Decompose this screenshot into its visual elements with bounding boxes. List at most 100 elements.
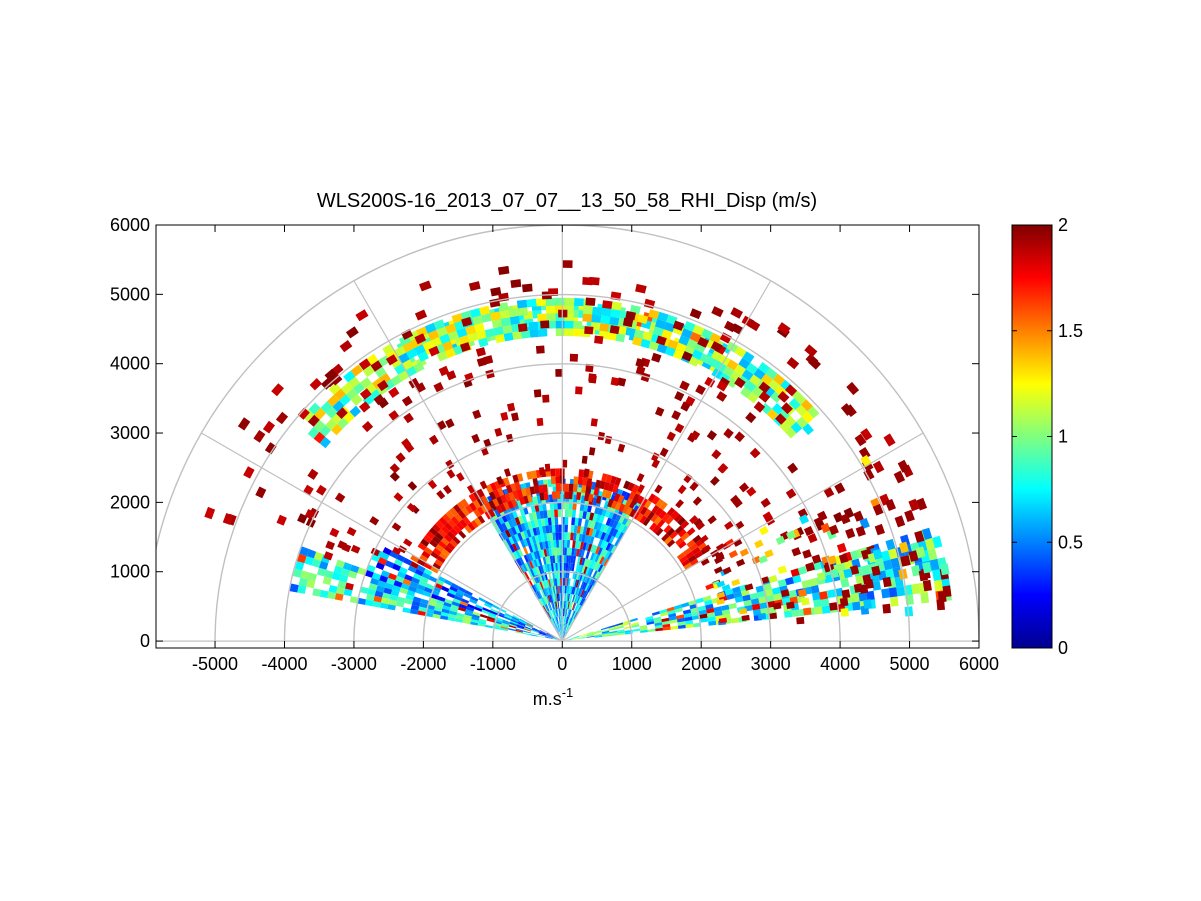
radar-cell — [496, 476, 504, 485]
radar-cell — [698, 542, 707, 551]
radar-cell — [555, 609, 558, 617]
radar-cell — [517, 532, 523, 541]
radar-cell — [594, 554, 600, 563]
radar-cell — [538, 565, 543, 574]
x-axis-ticks: -5000 -4000 -3000 -2000 -1000 0 1000 2000 3000 40… — [192, 225, 999, 674]
radar-cell — [430, 337, 443, 348]
colorbar-tick-label: 1.5 — [1058, 321, 1083, 341]
radar-cell — [833, 512, 844, 523]
radar-cell — [566, 593, 569, 602]
radar-cell — [689, 481, 699, 492]
radar-cell — [222, 513, 234, 525]
radar-cell — [438, 540, 447, 549]
radar-cell — [525, 624, 533, 629]
radar-cell — [544, 580, 549, 588]
radar-cell — [392, 585, 401, 592]
radar-cell — [392, 546, 402, 555]
radar-cell — [380, 597, 390, 605]
radar-cell — [609, 633, 618, 637]
radar-cell — [567, 609, 571, 617]
radar-cell — [578, 469, 584, 478]
radar-cell — [373, 394, 385, 406]
radar-cell — [885, 498, 896, 511]
radar-cell — [334, 492, 346, 503]
radar-cell — [574, 517, 579, 526]
radar-cell — [601, 629, 610, 633]
radar-cell — [423, 534, 432, 544]
radar-cell — [470, 621, 479, 626]
radar-cell — [766, 408, 779, 421]
radar-cell — [855, 575, 865, 585]
radar-cell — [497, 302, 509, 312]
radar-cell — [532, 496, 539, 505]
radar-cell — [530, 520, 536, 529]
radar-cell — [574, 603, 579, 612]
radar-cell — [556, 601, 559, 609]
radar-cell — [668, 612, 677, 618]
radar-cell — [564, 539, 568, 548]
radar-cell — [577, 564, 582, 573]
radar-cell — [565, 616, 568, 625]
radar-cell — [374, 590, 384, 598]
radar-cell — [421, 550, 431, 559]
radar-cell — [871, 565, 881, 576]
radar-cell — [554, 586, 557, 594]
radar-cell — [403, 538, 413, 547]
radar-cell — [522, 563, 528, 572]
radar-cell — [340, 568, 351, 577]
radar-cell — [666, 539, 676, 548]
radar-cell — [545, 636, 553, 639]
radar-cell — [539, 541, 544, 550]
radar-cell — [449, 539, 458, 548]
radar-cell — [555, 616, 559, 625]
radar-cell — [765, 367, 778, 380]
y-tick-label: 1000 — [110, 562, 150, 582]
radar-cell — [520, 330, 531, 339]
radar-cell — [786, 601, 795, 609]
radar-cell — [546, 509, 551, 518]
radar-cell — [336, 407, 348, 419]
radar-cell — [543, 533, 548, 542]
radar-cell — [545, 297, 556, 306]
radar-cell — [595, 479, 602, 489]
radar-cell — [567, 562, 571, 571]
radar-cell — [487, 616, 496, 621]
radar-cell — [584, 326, 594, 335]
radar-cell — [603, 500, 610, 510]
radar-cell — [672, 349, 684, 360]
radar-cell — [551, 610, 555, 618]
radar-cell — [578, 597, 583, 605]
radar-cell — [623, 480, 631, 490]
radar-cell — [784, 610, 793, 618]
radar-cell — [451, 601, 460, 607]
radar-cell — [551, 594, 555, 602]
radar-cell — [562, 623, 564, 632]
x-tick-label: 4000 — [820, 654, 860, 674]
radar-cell — [722, 365, 735, 377]
radar-cell — [342, 562, 353, 571]
radar-cell — [307, 468, 319, 480]
radar-cell — [516, 500, 523, 509]
radar-cell — [401, 395, 413, 407]
radar-cell — [565, 608, 568, 617]
radar-cell — [337, 580, 347, 589]
radar-cell — [343, 411, 355, 424]
radar-cell — [607, 483, 615, 492]
radar-cell — [425, 583, 434, 590]
radar-cell — [675, 342, 687, 353]
radar-cell — [587, 504, 593, 513]
radar-cell — [289, 583, 299, 593]
radar-cell — [237, 417, 251, 431]
radar-cell — [728, 602, 737, 610]
radar-cell — [387, 604, 396, 611]
radar-cell — [718, 617, 727, 624]
radar-cell — [563, 623, 565, 632]
radar-cell — [511, 535, 518, 544]
radar-cell — [564, 297, 575, 306]
radar-cell — [566, 547, 570, 556]
radar-cell — [637, 484, 645, 494]
radar-cell — [518, 619, 527, 625]
radar-cell — [471, 433, 480, 444]
radar-cell — [742, 351, 755, 363]
radar-cell — [511, 518, 518, 527]
